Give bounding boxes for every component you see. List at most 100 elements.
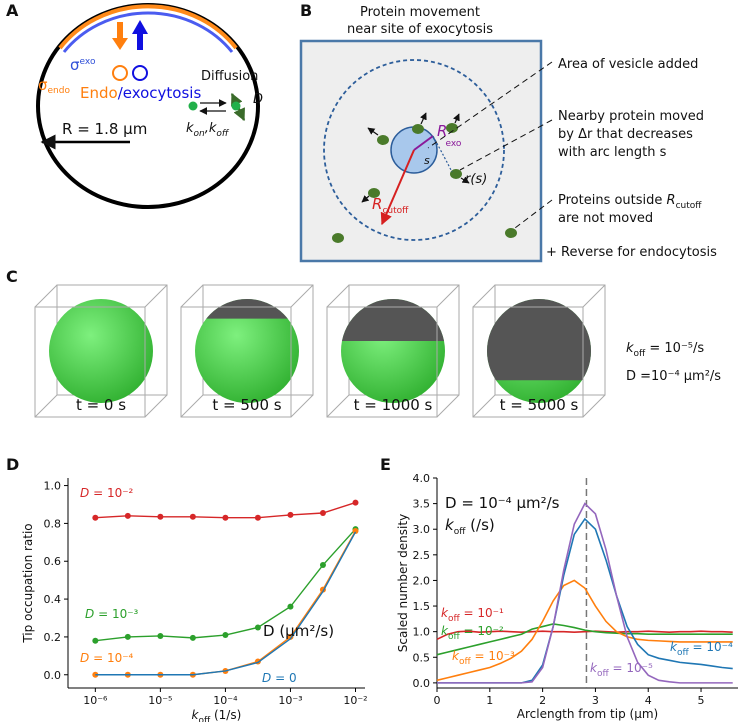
text-part: 10⁻² bbox=[477, 624, 504, 638]
y-tick-label: 0.6 bbox=[44, 555, 62, 568]
chart: D 0.0 0.2 0.4 0.6 0.8 1.0 10⁻⁶ 10⁻⁵ 10⁻⁴ 10⁻³ 10⁻² T… bbox=[6, 455, 368, 707]
exo-layer bbox=[62, 11, 234, 53]
subscript: off bbox=[216, 129, 230, 139]
symbol: R bbox=[667, 193, 676, 208]
symbol: k bbox=[626, 341, 634, 356]
text-part: k bbox=[441, 624, 449, 638]
panel-letter: D bbox=[6, 455, 19, 474]
y-tick-label: 1.0 bbox=[44, 480, 62, 493]
text-part: k bbox=[192, 708, 200, 722]
annotation: D = 10⁻⁴ μm²/s bbox=[445, 494, 560, 512]
cube-edge bbox=[436, 284, 460, 308]
text-part: 10⁻⁵ bbox=[626, 661, 653, 675]
cube-edge bbox=[326, 394, 350, 418]
point bbox=[124, 512, 131, 519]
protein bbox=[450, 169, 462, 179]
time-label: t = 5000 s bbox=[500, 396, 579, 414]
protein bbox=[188, 101, 198, 111]
text-part: 10⁻³ bbox=[488, 649, 515, 663]
point bbox=[189, 513, 196, 520]
series-line bbox=[436, 579, 733, 682]
text-part: = bbox=[609, 661, 627, 675]
subscript: off bbox=[677, 648, 690, 658]
series-label: D = 10⁻⁴ bbox=[80, 651, 134, 665]
series-line bbox=[436, 623, 733, 656]
endo-arrow-head bbox=[112, 38, 128, 50]
series-line bbox=[95, 531, 357, 676]
subscript: off bbox=[448, 614, 461, 624]
cube-edge bbox=[34, 284, 58, 308]
exo-vesicle bbox=[132, 65, 148, 81]
y-tick-label: 3.0 bbox=[413, 523, 431, 536]
series-line bbox=[437, 502, 733, 684]
text-part: = bbox=[94, 607, 112, 621]
moved-line: Nearby protein moved bbox=[558, 109, 704, 124]
text-part: = bbox=[460, 624, 478, 638]
y-tick-label: 0.0 bbox=[413, 677, 431, 690]
protein bbox=[446, 123, 458, 133]
text-part: k bbox=[445, 516, 455, 534]
text-part: 0 bbox=[289, 671, 297, 685]
protein bbox=[332, 233, 344, 243]
point bbox=[124, 633, 131, 640]
series-label: D = 0 bbox=[262, 671, 297, 685]
symbol: σ bbox=[38, 76, 48, 94]
leader-lines bbox=[427, 61, 553, 229]
point bbox=[92, 637, 99, 644]
y-tick-label: 2.0 bbox=[413, 574, 431, 587]
cube-edge bbox=[582, 394, 606, 418]
proteins bbox=[332, 123, 517, 243]
reverse-label: + Reverse for endocytosis bbox=[546, 245, 717, 260]
gray-cap bbox=[206, 299, 288, 319]
symbol: R bbox=[372, 195, 382, 213]
endo-layer bbox=[58, 4, 238, 50]
rs-label: r(s) bbox=[465, 172, 487, 187]
subscript: cutoff bbox=[676, 201, 703, 211]
point bbox=[157, 513, 164, 520]
time-label: t = 0 s bbox=[76, 396, 126, 414]
x-tick-label: 5 bbox=[698, 694, 705, 707]
y-tick-label: 0.8 bbox=[44, 517, 62, 530]
vesicle-label: Area of vesicle added bbox=[558, 57, 698, 72]
protein bbox=[231, 101, 241, 111]
endo-exo-label: Endo/exocytosis bbox=[80, 84, 201, 102]
cube-edge bbox=[290, 394, 314, 418]
x-tick-label: 1 bbox=[486, 694, 493, 707]
series-line bbox=[95, 530, 357, 676]
series-label: koff = 10⁻¹ bbox=[441, 606, 504, 624]
cube-front bbox=[326, 306, 438, 418]
r-cutoff: Rcutoff bbox=[372, 195, 409, 216]
point bbox=[92, 514, 99, 521]
subscript: exo bbox=[445, 139, 461, 149]
exo-arrow-head bbox=[132, 20, 148, 34]
sphere bbox=[195, 299, 299, 403]
x-tick-label: 10⁻² bbox=[343, 694, 367, 707]
text-part: D bbox=[80, 651, 89, 665]
subscript: endo bbox=[48, 86, 71, 96]
text-part: k bbox=[590, 661, 598, 675]
d-label: D =10⁻⁴ μm²/s bbox=[626, 369, 721, 384]
point bbox=[319, 510, 326, 516]
y-axis-label: Tip occupation ratio bbox=[21, 523, 35, 643]
point bbox=[254, 514, 261, 521]
y-tick-label: 4.0 bbox=[413, 472, 431, 485]
endo-label: Endo bbox=[80, 84, 118, 102]
sigma-exo: σexo bbox=[70, 56, 96, 74]
diffusion-symbol: D bbox=[253, 92, 263, 107]
cube-edge bbox=[34, 394, 58, 418]
x-tick-label: 4 bbox=[645, 694, 652, 707]
panel-letter: E bbox=[380, 455, 391, 474]
point bbox=[287, 511, 294, 518]
y-tick-label: 0.2 bbox=[44, 631, 62, 644]
outside-line: Proteins outside Rcutoff bbox=[558, 193, 702, 211]
text-part: D bbox=[80, 486, 89, 500]
cube-edge bbox=[436, 394, 460, 418]
text-part: k bbox=[441, 606, 449, 620]
sigma-endo: σendo bbox=[38, 76, 70, 96]
moved-line: with arc length s bbox=[558, 145, 667, 160]
legend-title: D (μm²/s) bbox=[263, 622, 334, 640]
subscript: cutoff bbox=[382, 206, 409, 216]
move-arrows bbox=[361, 112, 470, 203]
radius-label: R = 1.8 μm bbox=[62, 120, 147, 138]
